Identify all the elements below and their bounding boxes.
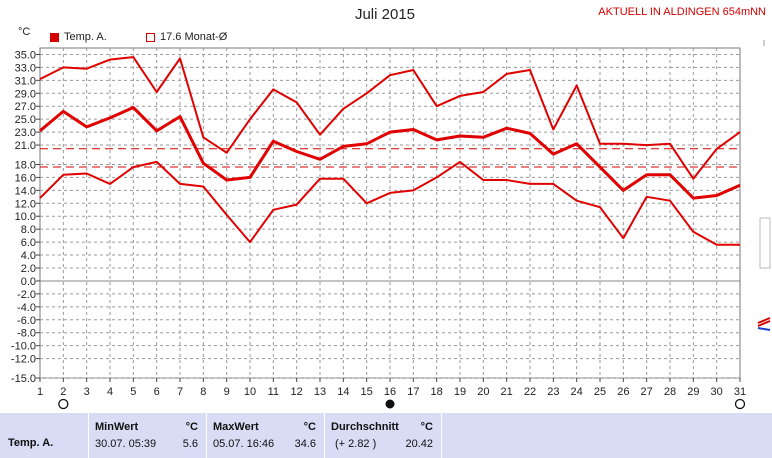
stats-avg-value: 20.42 [405,438,433,450]
stats-max-datetime: 05.07. 16:46 [213,438,275,450]
stats-max-unit: °C [303,421,316,433]
moon-phase-full-icon [385,399,395,409]
x-tick-label: 13 [314,386,326,398]
y-tick-label: 31.0 [15,75,36,87]
stats-min-value: 5.6 [182,438,198,450]
x-tick-label: 22 [524,386,536,398]
x-tick-label: 24 [571,386,583,398]
y-tick-label: 27.0 [15,101,36,113]
legend-label-temp: Temp. A. [64,31,107,43]
right-edge-widgets [756,40,772,410]
y-tick-label: 23.0 [15,127,36,139]
legend-item-monthly-avg[interactable]: 17.6 Monat-Ø [146,31,227,43]
x-tick-label: 19 [454,386,466,398]
y-unit-label: °C [18,26,31,38]
x-tick-label: 26 [617,386,629,398]
stats-max-cell: MaxWert °C 05.07. 16:46 34.6 [206,413,324,458]
x-tick-label: 1 [37,386,43,398]
temperature-chart: 35.033.031.029.027.025.023.021.018.016.0… [11,47,746,410]
x-tick-label: 9 [224,386,230,398]
stats-min-unit: °C [185,421,198,433]
y-tick-label: 29.0 [15,88,36,100]
y-tick-label: 10.0 [15,211,36,223]
x-tick-label: 3 [84,386,90,398]
x-tick-label: 20 [477,386,489,398]
status-label: AKTUELL IN ALDINGEN 654mNN [598,6,766,18]
y-tick-label: 8.0 [21,224,36,236]
y-tick-label: -12.0 [11,354,36,366]
y-tick-label: -4.0 [17,302,36,314]
y-tick-label: -15.0 [11,373,36,385]
x-tick-label: 18 [431,386,443,398]
x-tick-label: 8 [200,386,206,398]
stats-max-label: MaxWert [213,421,259,433]
legend-label-monthly-avg: 17.6 Monat-Ø [160,31,228,43]
y-tick-label: 14.0 [15,185,36,197]
stats-min-label: MinWert [95,421,139,433]
series-line-max [39,56,741,180]
legend-item-temp[interactable]: Temp. A. [50,31,107,43]
y-tick-label: -8.0 [17,328,36,340]
x-tick-label: 16 [384,386,396,398]
x-tick-label: 12 [291,386,303,398]
x-tick-label: 31 [734,386,746,398]
y-tick-label: 16.0 [15,172,36,184]
x-tick-label: 10 [244,386,256,398]
y-tick-label: 0.0 [21,276,36,288]
x-tick-label: 7 [177,386,183,398]
series-line-min [39,160,740,246]
y-tick-label: 21.0 [15,140,36,152]
x-tick-label: 5 [130,386,136,398]
stats-avg-delta: (+ 2.82 ) [335,438,377,450]
x-tick-label: 30 [711,386,723,398]
stats-avg-unit: °C [420,421,433,433]
legend-swatch-filled-icon [50,32,59,42]
x-tick-label: 6 [154,386,160,398]
x-tick-label: 29 [687,386,699,398]
x-tick-label: 21 [501,386,513,398]
moon-phase-new-icon [58,398,69,410]
stats-min-datetime: 30.07. 05:39 [95,438,157,450]
y-tick-label: 33.0 [15,62,36,74]
y-tick-label: -6.0 [17,315,36,327]
y-tick-label: 25.0 [15,114,36,126]
x-tick-label: 27 [641,386,653,398]
legend-swatch-outline-icon [146,32,155,42]
y-tick-label: 18.0 [15,159,36,171]
stats-avg-label: Durchschnitt [331,421,399,433]
x-tick-label: 11 [268,386,279,398]
moon-phase-new-icon [734,398,746,410]
stats-row-label: Temp. A. [8,437,54,449]
x-tick-label: 14 [337,386,349,398]
stats-avg-cell: Durchschnitt °C (+ 2.82 ) 20.42 [324,413,442,458]
series-line-mean [39,106,741,200]
x-tick-label: 23 [547,386,559,398]
stats-panel: Temp. A. MinWert °C 30.07. 05:39 5.6 Max… [0,413,772,458]
y-tick-label: 12.0 [15,198,36,210]
x-tick-label: 25 [594,386,606,398]
y-tick-label: 4.0 [21,250,36,262]
x-tick-label: 28 [664,386,676,398]
y-tick-label: 2.0 [21,263,36,275]
x-tick-label: 17 [407,386,419,398]
page-title: Juli 2015 [354,6,416,23]
y-tick-label: 35.0 [15,49,36,61]
y-tick-label: -10.0 [11,341,36,353]
stats-min-cell: MinWert °C 30.07. 05:39 5.6 [88,413,206,458]
x-tick-label: 2 [60,386,66,398]
y-tick-label: 6.0 [21,237,36,249]
x-tick-label: 4 [107,386,113,398]
stats-max-value: 34.6 [294,438,316,450]
y-tick-label: -2.0 [17,289,36,301]
x-tick-label: 15 [361,386,373,398]
